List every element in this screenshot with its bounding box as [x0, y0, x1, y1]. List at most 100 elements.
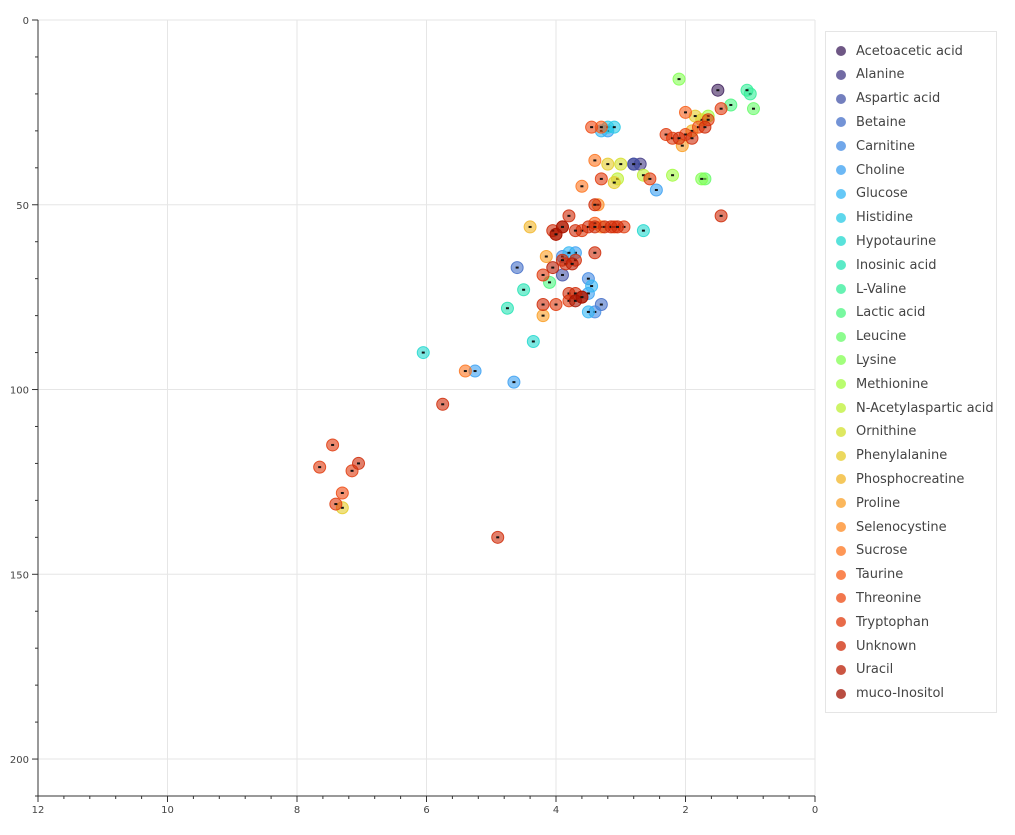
legend-item[interactable]: Leucine [836, 327, 906, 347]
data-point-centroid [580, 296, 584, 299]
legend-item[interactable]: Taurine [836, 565, 903, 585]
data-point-centroid [719, 214, 723, 217]
legend-item[interactable]: Histidine [836, 208, 913, 228]
data-point-centroid [684, 111, 687, 114]
data-point-centroid [573, 299, 577, 302]
legend-label: Lactic acid [856, 305, 926, 321]
data-point-centroid [580, 185, 584, 188]
legend-label: Sucrose [856, 543, 908, 559]
legend-item[interactable]: muco-Inositol [836, 684, 944, 704]
legend-item[interactable]: Phenylalanine [836, 446, 947, 466]
data-point-centroid [716, 89, 720, 92]
legend-label: Unknown [856, 638, 917, 654]
data-point-centroid [729, 103, 733, 106]
legend-swatch [836, 46, 846, 56]
x-tick-label: 10 [161, 805, 174, 816]
legend-label: Methionine [856, 376, 929, 392]
legend-item[interactable]: Phosphocreatine [836, 469, 964, 489]
legend-label: Alanine [856, 67, 905, 83]
legend-item[interactable]: Choline [836, 160, 905, 180]
legend-swatch [836, 545, 846, 556]
data-point-centroid [586, 277, 590, 280]
legend-swatch [836, 522, 846, 532]
legend-label: Phosphocreatine [856, 471, 965, 487]
data-point-centroid [567, 214, 571, 217]
legend-label: Lysine [856, 352, 897, 368]
legend-swatch [836, 307, 846, 318]
data-point-centroid [473, 370, 477, 373]
data-point-centroid [515, 266, 519, 269]
data-point-centroid [573, 292, 577, 295]
legend-item[interactable]: Tryptophan [836, 612, 929, 632]
legend-swatch [836, 474, 846, 485]
legend-item[interactable]: N-Acetylaspartic acid [836, 398, 994, 418]
y-tick-label: 100 [10, 386, 29, 397]
legend-label: Hypotaurine [856, 233, 937, 249]
data-point-centroid [586, 310, 590, 313]
legend-item[interactable]: Inosinic acid [836, 255, 937, 275]
data-point-centroid [671, 174, 675, 177]
data-point-centroid [648, 177, 652, 180]
legend-swatch [836, 331, 846, 342]
legend-item[interactable]: Alanine [836, 65, 905, 85]
data-point-centroid [541, 314, 545, 317]
legend-label: Glucose [856, 186, 908, 202]
legend-item[interactable]: Glucose [836, 184, 908, 204]
data-point-centroid [677, 78, 681, 81]
legend-item[interactable]: Lactic acid [836, 303, 925, 323]
legend-item[interactable]: Lysine [836, 350, 896, 370]
legend-item[interactable]: Carnitine [836, 136, 915, 156]
data-point-centroid [554, 233, 558, 236]
legend-item[interactable]: Uracil [836, 660, 893, 680]
chart-legend[interactable]: Acetoacetic acid Alanine Aspartic acid Beta… [825, 31, 997, 713]
data-point-centroid [700, 177, 704, 180]
data-point-centroid [548, 281, 552, 284]
legend-item[interactable]: Unknown [836, 636, 916, 656]
data-point-centroid [719, 107, 723, 110]
data-point-centroid [693, 115, 697, 118]
data-point-centroid [421, 351, 425, 354]
legend-item[interactable]: Acetoacetic acid [836, 41, 963, 61]
legend-swatch [836, 93, 846, 104]
legend-item[interactable]: Proline [836, 493, 900, 513]
legend-label: Threonine [856, 590, 922, 606]
legend-label: Inosinic acid [856, 257, 937, 273]
data-point-centroid [551, 266, 555, 269]
legend-item[interactable]: Sucrose [836, 541, 907, 561]
data-point-centroid [331, 443, 335, 446]
legend-swatch [836, 403, 846, 413]
data-point-centroid [544, 255, 548, 258]
data-point-centroid [590, 126, 594, 129]
legend-label: Phenylalanine [856, 448, 948, 464]
data-point-centroid [357, 462, 361, 465]
data-point-centroid [560, 225, 564, 228]
legend-item[interactable]: Methionine [836, 374, 928, 394]
legend-label: Taurine [856, 567, 904, 583]
data-point-centroid [612, 181, 616, 184]
legend-swatch [836, 236, 846, 247]
data-point-centroid [573, 229, 577, 232]
x-tick-label: 0 [812, 805, 818, 816]
legend-item[interactable]: Betaine [836, 112, 906, 132]
legend-item[interactable]: Hypotaurine [836, 231, 936, 251]
legend-item[interactable]: Selenocystine [836, 517, 947, 537]
legend-swatch [836, 260, 846, 271]
data-point-centroid [441, 403, 445, 406]
legend-item[interactable]: L-Valine [836, 279, 906, 299]
legend-swatch [836, 117, 846, 128]
legend-item[interactable]: Ornithine [836, 422, 916, 442]
legend-swatch [836, 641, 846, 651]
legend-item[interactable]: Aspartic acid [836, 89, 940, 109]
legend-item[interactable]: Threonine [836, 588, 921, 608]
legend-swatch [836, 617, 846, 628]
data-point-centroid [340, 506, 344, 509]
legend-swatch [836, 688, 846, 699]
data-point-centroid [703, 126, 707, 129]
data-point-centroid [599, 126, 603, 129]
legend-swatch [836, 498, 846, 509]
legend-label: L-Valine [856, 281, 907, 297]
legend-swatch [836, 569, 846, 580]
legend-label: Leucine [856, 329, 907, 345]
data-point-centroid [593, 225, 597, 228]
